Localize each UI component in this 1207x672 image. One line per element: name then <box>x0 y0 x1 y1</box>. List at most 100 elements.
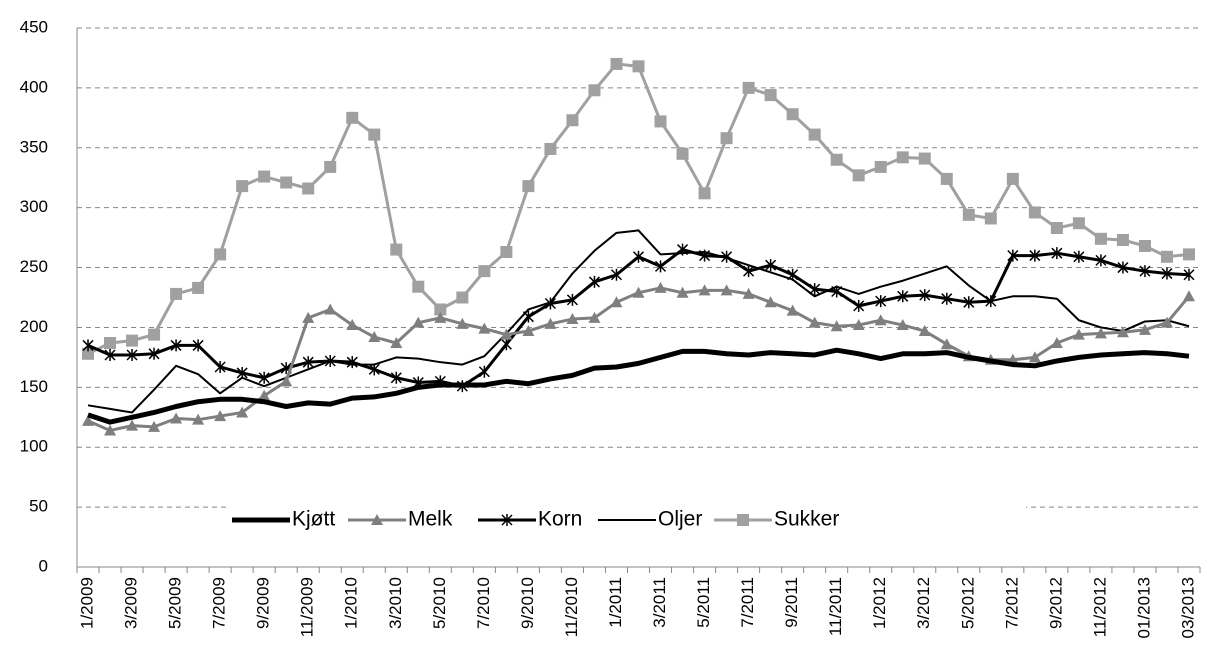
marker <box>852 169 865 182</box>
x-tick-label: 9/2009 <box>254 577 273 629</box>
marker <box>963 296 975 309</box>
marker <box>104 424 117 436</box>
marker <box>544 142 557 155</box>
y-tick-label: 400 <box>20 77 48 96</box>
marker <box>632 250 645 263</box>
marker <box>809 283 821 296</box>
x-tick-label: 7/2011 <box>738 577 757 628</box>
x-tick-label: 1/2012 <box>870 577 889 629</box>
legend-label: Sukker <box>774 508 839 531</box>
marker <box>896 319 909 331</box>
marker <box>478 365 490 378</box>
x-tick-label: 3/2011 <box>650 577 669 628</box>
marker <box>632 60 645 73</box>
series-line <box>87 62 1190 356</box>
marker <box>940 172 953 185</box>
x-tick-label: 3/2009 <box>122 577 141 629</box>
y-tick-label: 50 <box>29 497 48 516</box>
marker <box>830 320 843 332</box>
marker <box>346 319 359 331</box>
series <box>87 347 1190 425</box>
marker <box>1183 268 1195 281</box>
marker <box>786 108 799 121</box>
marker <box>192 339 204 352</box>
marker <box>1182 290 1195 302</box>
marker <box>478 322 491 334</box>
marker <box>302 356 314 369</box>
marker <box>654 115 667 128</box>
marker <box>500 328 513 340</box>
marker <box>170 339 182 352</box>
marker <box>632 286 645 298</box>
marker <box>170 287 183 300</box>
x-tick-label: 11/2012 <box>1090 577 1109 637</box>
marker <box>1006 172 1019 185</box>
marker <box>371 514 383 525</box>
marker <box>258 371 270 384</box>
series <box>82 243 1195 393</box>
marker <box>456 291 469 304</box>
marker <box>786 304 799 316</box>
x-tick-label: 01/2013 <box>1134 577 1153 638</box>
marker <box>126 348 138 361</box>
legend-label: Kjøtt <box>292 508 335 531</box>
marker <box>412 316 425 328</box>
marker <box>126 334 139 347</box>
marker <box>346 111 359 124</box>
x-tick-label: 03/2013 <box>1178 577 1197 638</box>
marker <box>918 325 931 337</box>
x-tick-label: 7/2012 <box>1002 577 1021 629</box>
marker <box>501 514 513 526</box>
marker <box>214 410 227 422</box>
marker <box>831 285 843 298</box>
marker <box>1160 316 1173 328</box>
marker <box>1182 248 1195 261</box>
legend-label: Melk <box>408 508 453 531</box>
marker <box>478 265 491 278</box>
marker <box>1117 261 1129 274</box>
y-tick-label: 350 <box>20 137 48 156</box>
marker <box>544 317 557 329</box>
marker <box>1094 327 1107 339</box>
legend-label: Oljer <box>658 508 702 531</box>
y-tick-label: 200 <box>20 317 48 336</box>
y-tick-label: 100 <box>20 437 48 456</box>
marker <box>280 176 293 189</box>
marker <box>148 347 160 360</box>
marker <box>456 317 469 329</box>
series <box>82 57 1195 360</box>
marker <box>764 89 777 102</box>
marker <box>941 292 953 305</box>
marker <box>566 114 579 127</box>
marker <box>412 280 425 293</box>
marker <box>522 310 534 323</box>
marker <box>853 299 865 312</box>
marker <box>698 187 711 200</box>
marker <box>897 290 909 303</box>
marker <box>721 250 733 263</box>
marker <box>500 338 512 351</box>
marker <box>588 275 600 288</box>
x-tick-label: 5/2011 <box>694 577 713 628</box>
marker <box>1138 239 1151 252</box>
marker <box>985 295 997 308</box>
series <box>87 229 1190 414</box>
marker <box>324 303 337 315</box>
marker <box>765 259 777 272</box>
marker <box>214 360 226 373</box>
x-tick-label: 5/2009 <box>166 577 185 629</box>
x-tick-label: 3/2010 <box>386 577 405 629</box>
y-tick-label: 250 <box>20 257 48 276</box>
marker <box>1116 326 1129 338</box>
marker <box>214 248 227 261</box>
x-tick-label: 5/2010 <box>430 577 449 629</box>
marker <box>434 303 447 316</box>
marker <box>720 132 733 145</box>
marker <box>1138 323 1151 335</box>
series <box>82 281 1195 436</box>
marker <box>676 147 689 160</box>
x-tick-label: 1/2011 <box>606 577 625 628</box>
marker <box>610 268 623 281</box>
marker <box>874 314 887 326</box>
marker <box>1050 222 1063 235</box>
